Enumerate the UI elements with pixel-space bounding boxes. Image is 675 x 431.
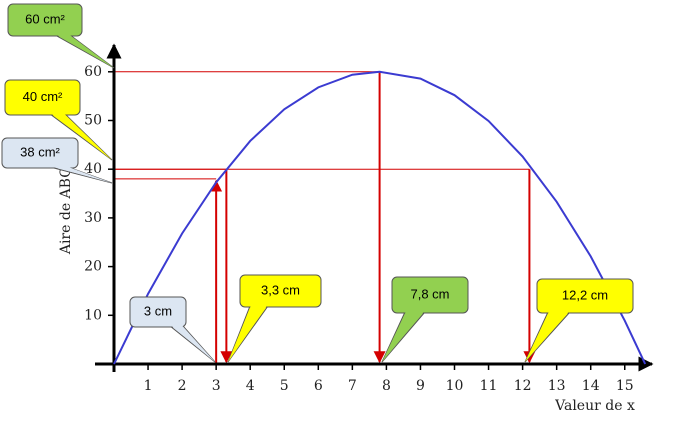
x-tick-label: 2 <box>178 378 187 394</box>
callout-text: 12,2 cm <box>562 287 608 302</box>
curve <box>113 70 647 365</box>
callout-join <box>56 34 114 68</box>
callout: 60 cm² <box>7 3 115 69</box>
callout-tail <box>168 325 216 363</box>
callout-text: 3,3 cm <box>261 282 300 297</box>
callout-join <box>228 305 267 362</box>
x-tick-label: 11 <box>480 378 498 394</box>
callout-join <box>525 311 569 362</box>
x-axis-label: Valeur de x <box>554 398 635 414</box>
y-tick-label: 30 <box>84 210 102 226</box>
y-tick-label: 10 <box>84 307 102 323</box>
y-tick-label: 20 <box>84 259 102 275</box>
callout-text: 40 cm² <box>23 89 63 104</box>
x-tick-label: 4 <box>246 378 255 394</box>
y-axis-label: Aire de ABCD <box>58 156 74 255</box>
callout-text: 3 cm <box>144 303 172 318</box>
x-tick-label: 1 <box>144 378 153 394</box>
x-tick-label: 7 <box>348 378 357 394</box>
callout: 3 cm <box>129 296 216 363</box>
x-tick-label: 12 <box>514 378 532 394</box>
callout: 12,2 cm <box>524 278 634 363</box>
callout-box <box>239 274 322 308</box>
x-tick-label: 9 <box>416 378 425 394</box>
x-tick-label: 6 <box>314 378 323 394</box>
x-tick-label: 3 <box>212 378 221 394</box>
callout-box <box>4 79 81 116</box>
callout-text: 60 cm² <box>25 11 65 26</box>
callout-join <box>51 166 112 183</box>
callout-box <box>1 137 79 169</box>
callout-join <box>51 113 112 160</box>
callout-box <box>129 296 187 328</box>
callout: 38 cm² <box>1 137 113 184</box>
callout-box <box>391 276 469 314</box>
callout-join <box>171 325 215 362</box>
callout: 3,3 cm <box>227 274 322 363</box>
callout-box <box>536 278 634 314</box>
callout: 7,8 cm <box>381 276 469 363</box>
x-tick-label: 15 <box>616 378 634 394</box>
x-tick-label: 10 <box>446 378 464 394</box>
x-tick-label: 14 <box>582 378 600 394</box>
x-tick-label: 5 <box>280 378 289 394</box>
callout-box <box>7 3 83 37</box>
callout-text: 7,8 cm <box>410 286 449 301</box>
y-tick-label: 60 <box>84 64 102 80</box>
x-tick-label: 8 <box>382 378 391 394</box>
y-tick-label: 40 <box>84 161 102 177</box>
x-tick-label: 13 <box>548 378 566 394</box>
callout: 40 cm² <box>4 79 113 161</box>
callout-text: 38 cm² <box>20 144 60 159</box>
callout-join <box>382 311 424 362</box>
y-tick-label: 50 <box>84 112 102 128</box>
